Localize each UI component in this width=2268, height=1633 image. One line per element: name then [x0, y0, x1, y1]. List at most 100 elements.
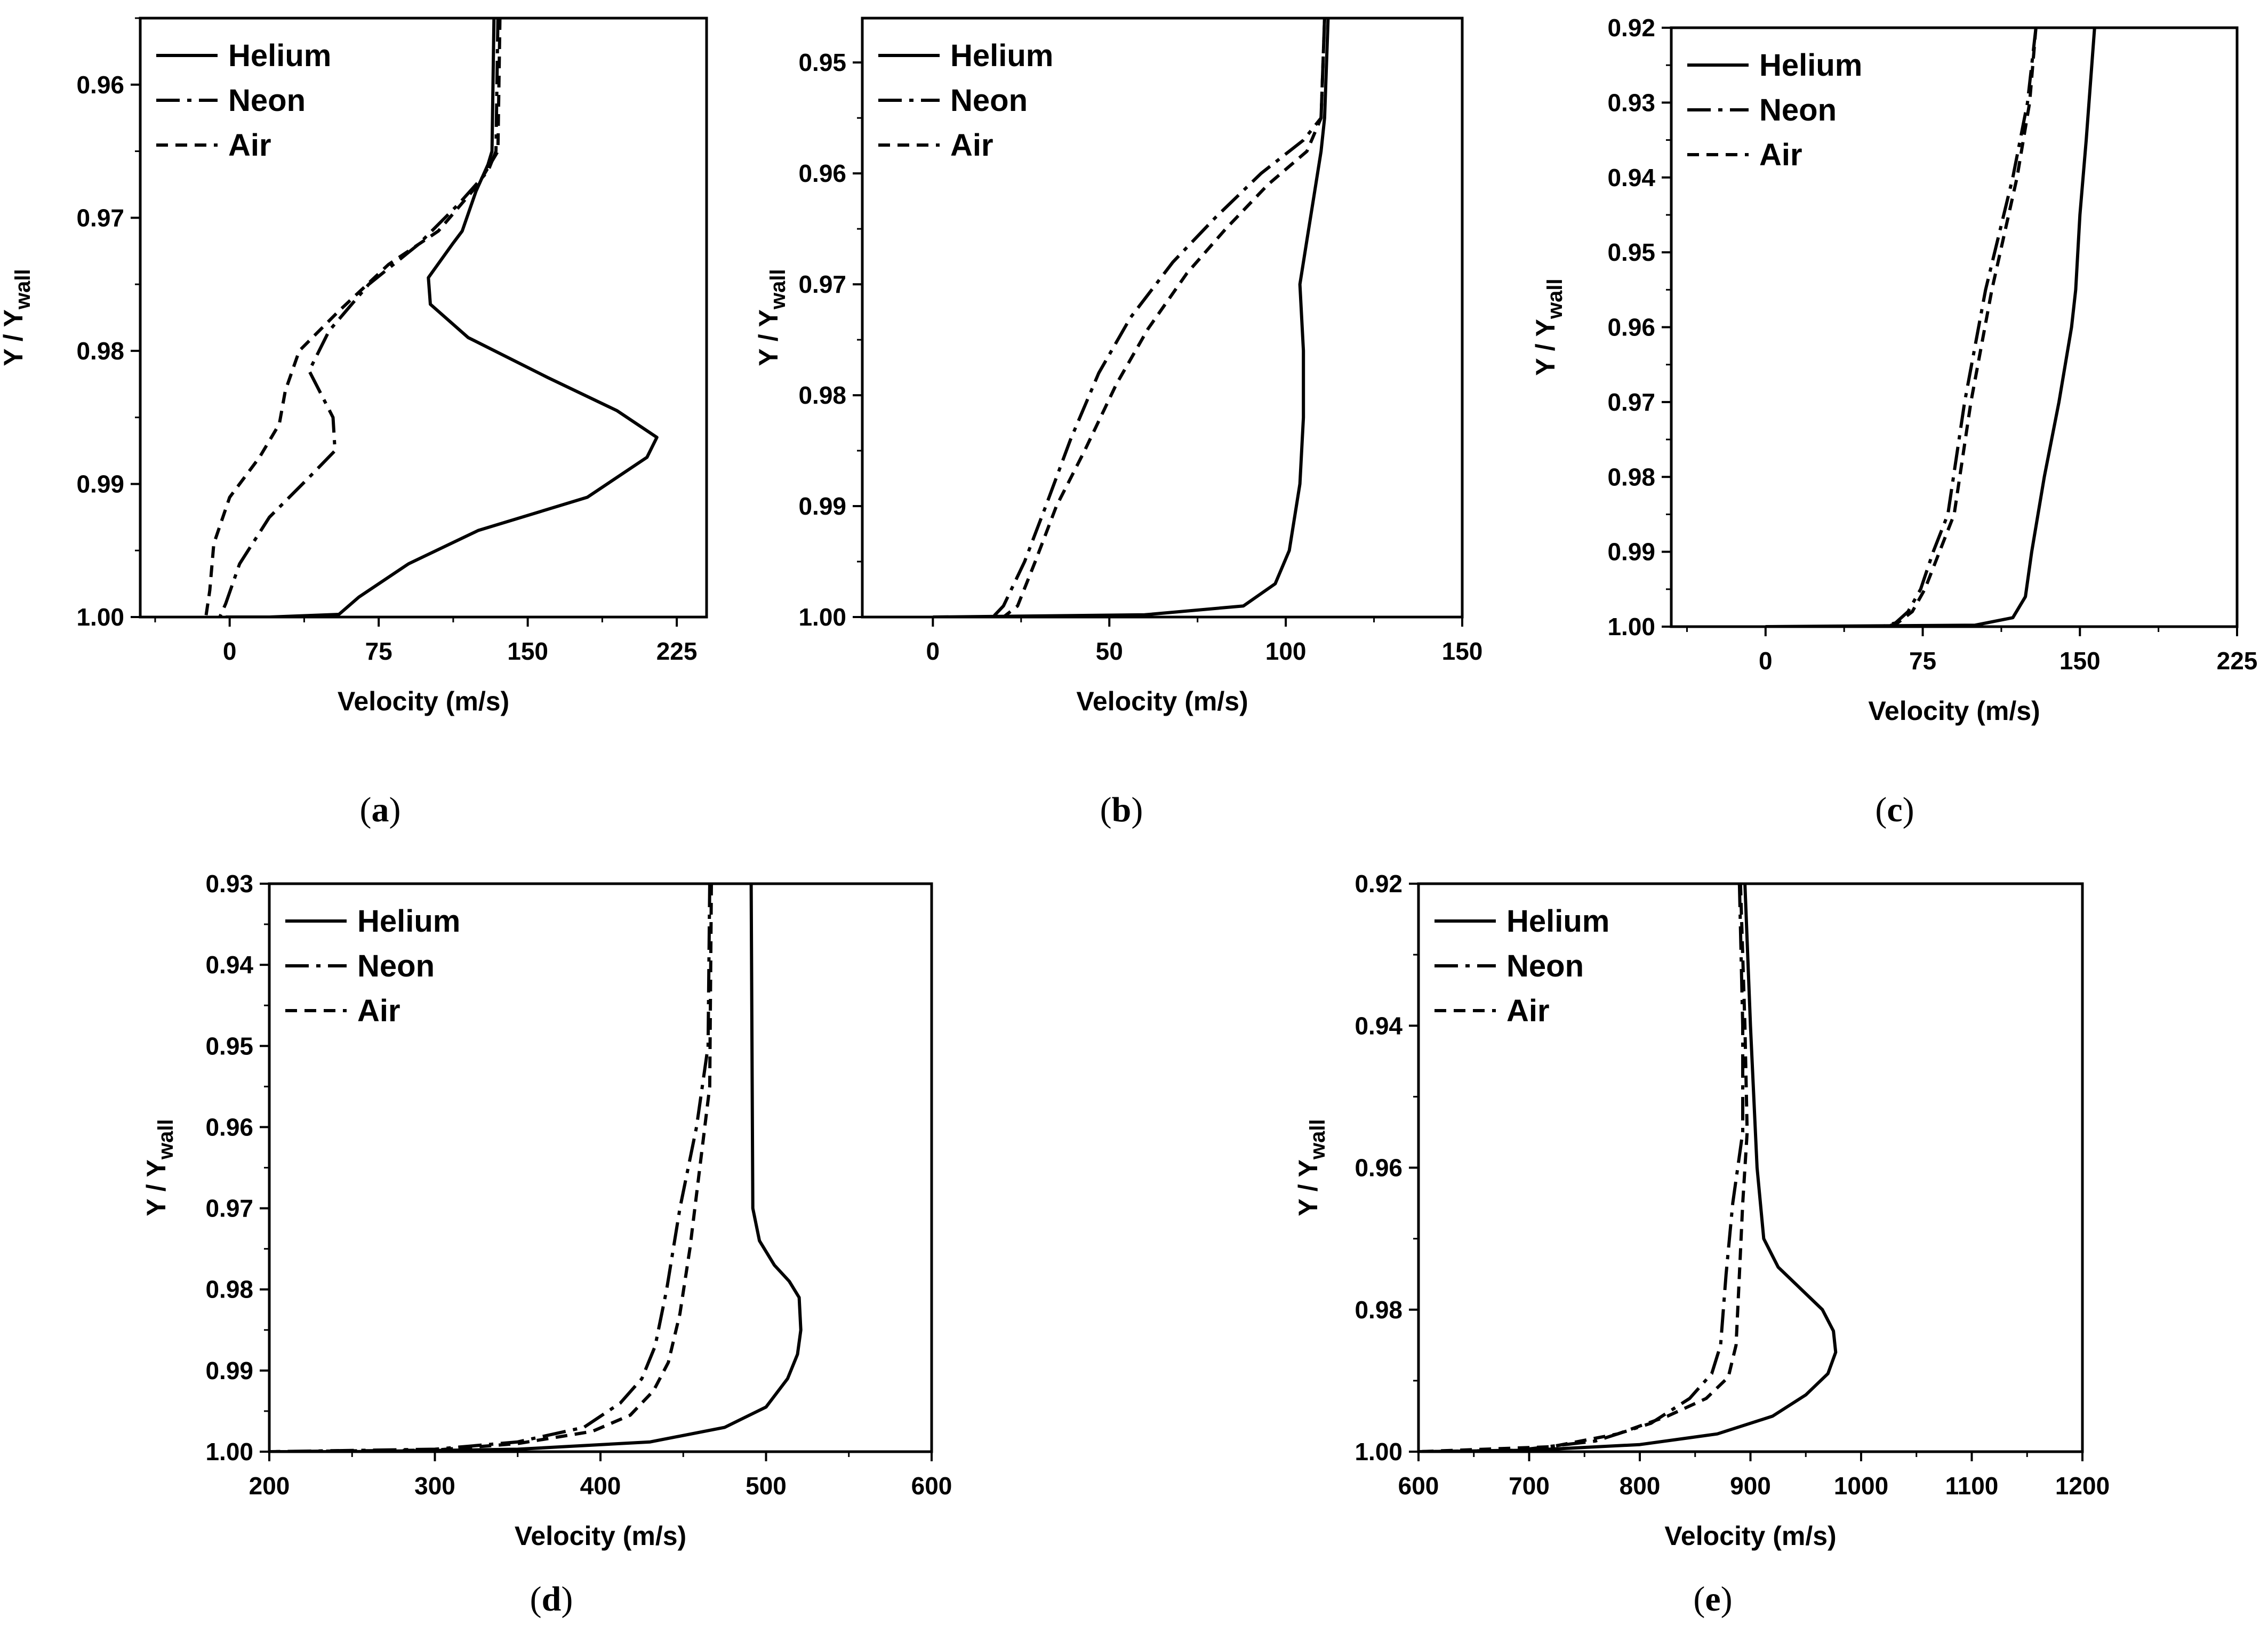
- panel-e-x-tick-label: 1100: [1945, 1472, 1999, 1500]
- panel-c-legend-label-helium: Helium: [1759, 48, 1862, 83]
- panel-d-y-tick-label: 1.00: [205, 1438, 253, 1466]
- panel-c-y-tick-label: 0.98: [1607, 463, 1655, 491]
- panel-d-y-axis-title: Y / Ywall: [141, 1119, 178, 1216]
- panel-b-x-tick-label: 150: [1442, 637, 1483, 665]
- panel-b-y-tick-label: 1.00: [798, 603, 846, 631]
- panel-b-y-tick-label: 0.96: [798, 159, 846, 187]
- panel-d-y-tick-label: 0.95: [205, 1032, 253, 1060]
- panel-c-series-helium: [1765, 28, 2096, 627]
- panel-a-caption: (a): [360, 790, 401, 829]
- panel-a-plot-frame: [139, 17, 708, 619]
- panel-e-x-axis-title: Velocity (m/s): [1664, 1521, 1836, 1551]
- panel-e-caption-part: ): [1721, 1580, 1733, 1619]
- panel-b-x-axis-title: Velocity (m/s): [1076, 686, 1248, 716]
- panel-d-x-tick-label: 400: [580, 1472, 621, 1500]
- panel-b-x-tick-label: 50: [1096, 637, 1123, 665]
- panel-e-caption-part: (: [1693, 1580, 1705, 1619]
- panel-d-caption-part: ): [561, 1580, 573, 1619]
- panel-d-x-tick-label: 200: [249, 1472, 290, 1500]
- panel-d-caption: (d): [530, 1580, 573, 1619]
- panel-d-y-axis-title-main: Y / Y: [141, 1159, 171, 1216]
- panel-d-x-tick-label: 500: [746, 1472, 787, 1500]
- panel-c-x-tick-label: 75: [1909, 647, 1936, 675]
- panel-b-legend-label-neon: Neon: [950, 83, 1028, 118]
- panel-c: 0 75 150 225 0.92 0.93 0.94 0.95 0.96 0.97 0.98 0.9…: [1530, 14, 2257, 829]
- panel-c-y-tick-label: 0.92: [1607, 14, 1655, 42]
- panel-e: 600 700 800 900 1000 1100 1200 0.92 0.94 0.96 0.98…: [1293, 870, 2110, 1619]
- panel-e-y-tick-label: 0.98: [1355, 1296, 1403, 1324]
- panel-c-y-tick-label: 0.95: [1607, 238, 1655, 266]
- panel-c-legend-label-neon: Neon: [1759, 93, 1837, 127]
- panel-d-legend-label-air: Air: [357, 994, 400, 1028]
- panel-d-caption-part: (: [530, 1580, 542, 1619]
- panel-a-y-tick-label: 0.97: [76, 204, 124, 231]
- panel-c-series-air: [1765, 28, 2038, 627]
- panel-a-y-axis-title-main: Y / Y: [0, 309, 28, 366]
- panel-b-series-helium: [933, 18, 1330, 617]
- panel-e-legend-label-air: Air: [1506, 994, 1550, 1028]
- panel-b-caption-part: (: [1100, 790, 1112, 829]
- panel-c-y-tick-label: 0.93: [1607, 89, 1655, 116]
- panel-e-x-tick-label: 600: [1398, 1472, 1439, 1500]
- panel-b: 0 50 100 150 0.95 0.96 0.97 0.98 0.99 1.00 Velocit…: [754, 17, 1483, 829]
- panel-c-y-tick-label: 0.96: [1607, 314, 1655, 341]
- panel-e-caption: (e): [1693, 1580, 1732, 1619]
- panel-c-y-tick-label: 0.97: [1607, 388, 1655, 416]
- panel-d-y-tick-label: 0.96: [205, 1113, 253, 1141]
- panel-e-y-axis-title: Y / Ywall: [1293, 1119, 1329, 1216]
- panel-b-y-tick-label: 0.95: [798, 49, 846, 76]
- panel-d-y-tick-label: 0.94: [205, 951, 253, 979]
- panel-c-y-tick-label: 1.00: [1607, 613, 1655, 641]
- panel-c-plot-frame: [1670, 26, 2239, 628]
- panel-e-y-tick-label: 1.00: [1355, 1438, 1403, 1466]
- panel-b-y-axis-title: Y / Ywall: [754, 269, 790, 366]
- panel-d-series-helium: [269, 884, 803, 1452]
- panel-c-y-axis-title-subscript: wall: [1543, 278, 1567, 319]
- panel-d: 200 300 400 500 600 0.93 0.94 0.95 0.96 0.97 0.98 0…: [141, 870, 952, 1619]
- panel-e-x-tick-label: 900: [1730, 1472, 1771, 1500]
- panel-e-caption-part: e: [1705, 1580, 1720, 1619]
- panel-e-y-tick-label: 0.96: [1355, 1154, 1403, 1182]
- panel-a-y-tick-label: 0.99: [76, 470, 124, 498]
- panel-d-y-tick-label: 0.93: [205, 870, 253, 898]
- panel-e-y-tick-label: 0.94: [1355, 1012, 1403, 1039]
- panel-a-x-tick-label: 75: [365, 637, 392, 665]
- panel-e-y-axis-title-subscript: wall: [1306, 1119, 1329, 1160]
- panel-b-y-tick-label: 0.99: [798, 492, 846, 520]
- panel-c-x-tick-label: 150: [2059, 647, 2101, 675]
- panel-a-x-tick-label: 225: [656, 637, 698, 665]
- panel-a-caption-part: (: [360, 790, 372, 829]
- panel-d-caption-part: d: [542, 1580, 562, 1619]
- panel-a-x-axis-title: Velocity (m/s): [338, 686, 509, 716]
- panel-d-y-tick-label: 0.99: [205, 1357, 253, 1384]
- panel-c-y-tick-label: 0.99: [1607, 538, 1655, 566]
- panel-c-x-axis-title: Velocity (m/s): [1868, 696, 2040, 726]
- panel-a-legend-label-neon: Neon: [228, 83, 306, 118]
- panel-a-y-axis-title-subscript: wall: [11, 269, 35, 310]
- panel-a-series-helium: [226, 18, 659, 617]
- panel-a-x-tick-label: 150: [507, 637, 548, 665]
- panel-d-series-air: [269, 884, 713, 1452]
- panel-e-x-tick-label: 800: [1620, 1472, 1661, 1500]
- panel-b-y-axis-title-subscript: wall: [766, 269, 790, 310]
- panel-a-y-tick-label: 0.96: [76, 71, 124, 99]
- panel-d-legend-label-neon: Neon: [357, 949, 435, 983]
- panel-b-caption-part: ): [1131, 790, 1143, 829]
- panel-a-series-neon: [218, 18, 500, 617]
- panel-b-caption-part: b: [1112, 790, 1132, 829]
- panel-e-y-axis-title-main: Y / Y: [1293, 1159, 1323, 1216]
- panel-b-x-tick-label: 0: [926, 637, 940, 665]
- panel-a-x-tick-label: 0: [223, 637, 237, 665]
- panel-c-y-tick-label: 0.94: [1607, 164, 1655, 191]
- panel-e-series-air: [1418, 884, 1749, 1452]
- panel-b-y-tick-label: 0.98: [798, 381, 846, 409]
- panel-e-x-tick-label: 700: [1509, 1472, 1550, 1500]
- panel-d-series-neon: [269, 884, 711, 1452]
- panel-d-legend-label-helium: Helium: [357, 904, 460, 939]
- panel-e-legend-label-helium: Helium: [1506, 904, 1609, 939]
- panel-e-series-helium: [1418, 884, 1838, 1452]
- panel-b-series-neon: [991, 18, 1326, 617]
- panel-e-x-tick-label: 1200: [2055, 1472, 2110, 1500]
- panel-c-y-axis-title-main: Y / Y: [1530, 319, 1560, 376]
